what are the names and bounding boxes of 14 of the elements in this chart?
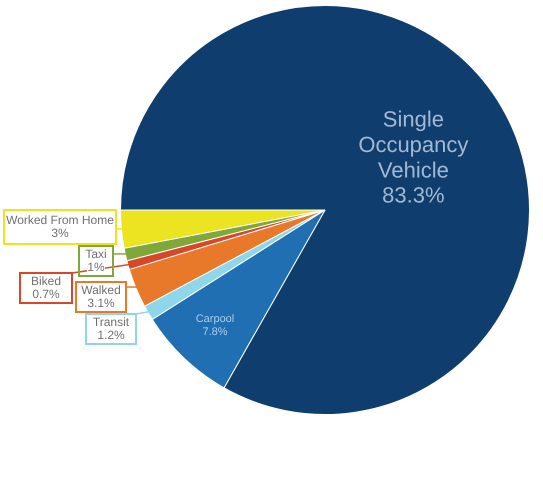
data-label: 83.3% (382, 182, 445, 208)
slice-label: Carpool (196, 313, 234, 326)
data-label: 1.2% (97, 328, 125, 342)
slice-label: Biked (30, 274, 62, 288)
data-label: 0.7% (32, 287, 60, 301)
data-label: 7.8% (202, 326, 228, 338)
data-label: 1% (87, 260, 105, 274)
data-label: 3.1% (87, 296, 115, 310)
data-label: 3% (51, 226, 69, 240)
slice-label: Worked From Home (6, 213, 114, 227)
slice-label: Walked (81, 283, 121, 297)
slice-label: Transit (92, 315, 130, 329)
slice-label: Taxi (85, 247, 107, 261)
slice-label: Single Occupancy Vehicle (358, 106, 468, 182)
